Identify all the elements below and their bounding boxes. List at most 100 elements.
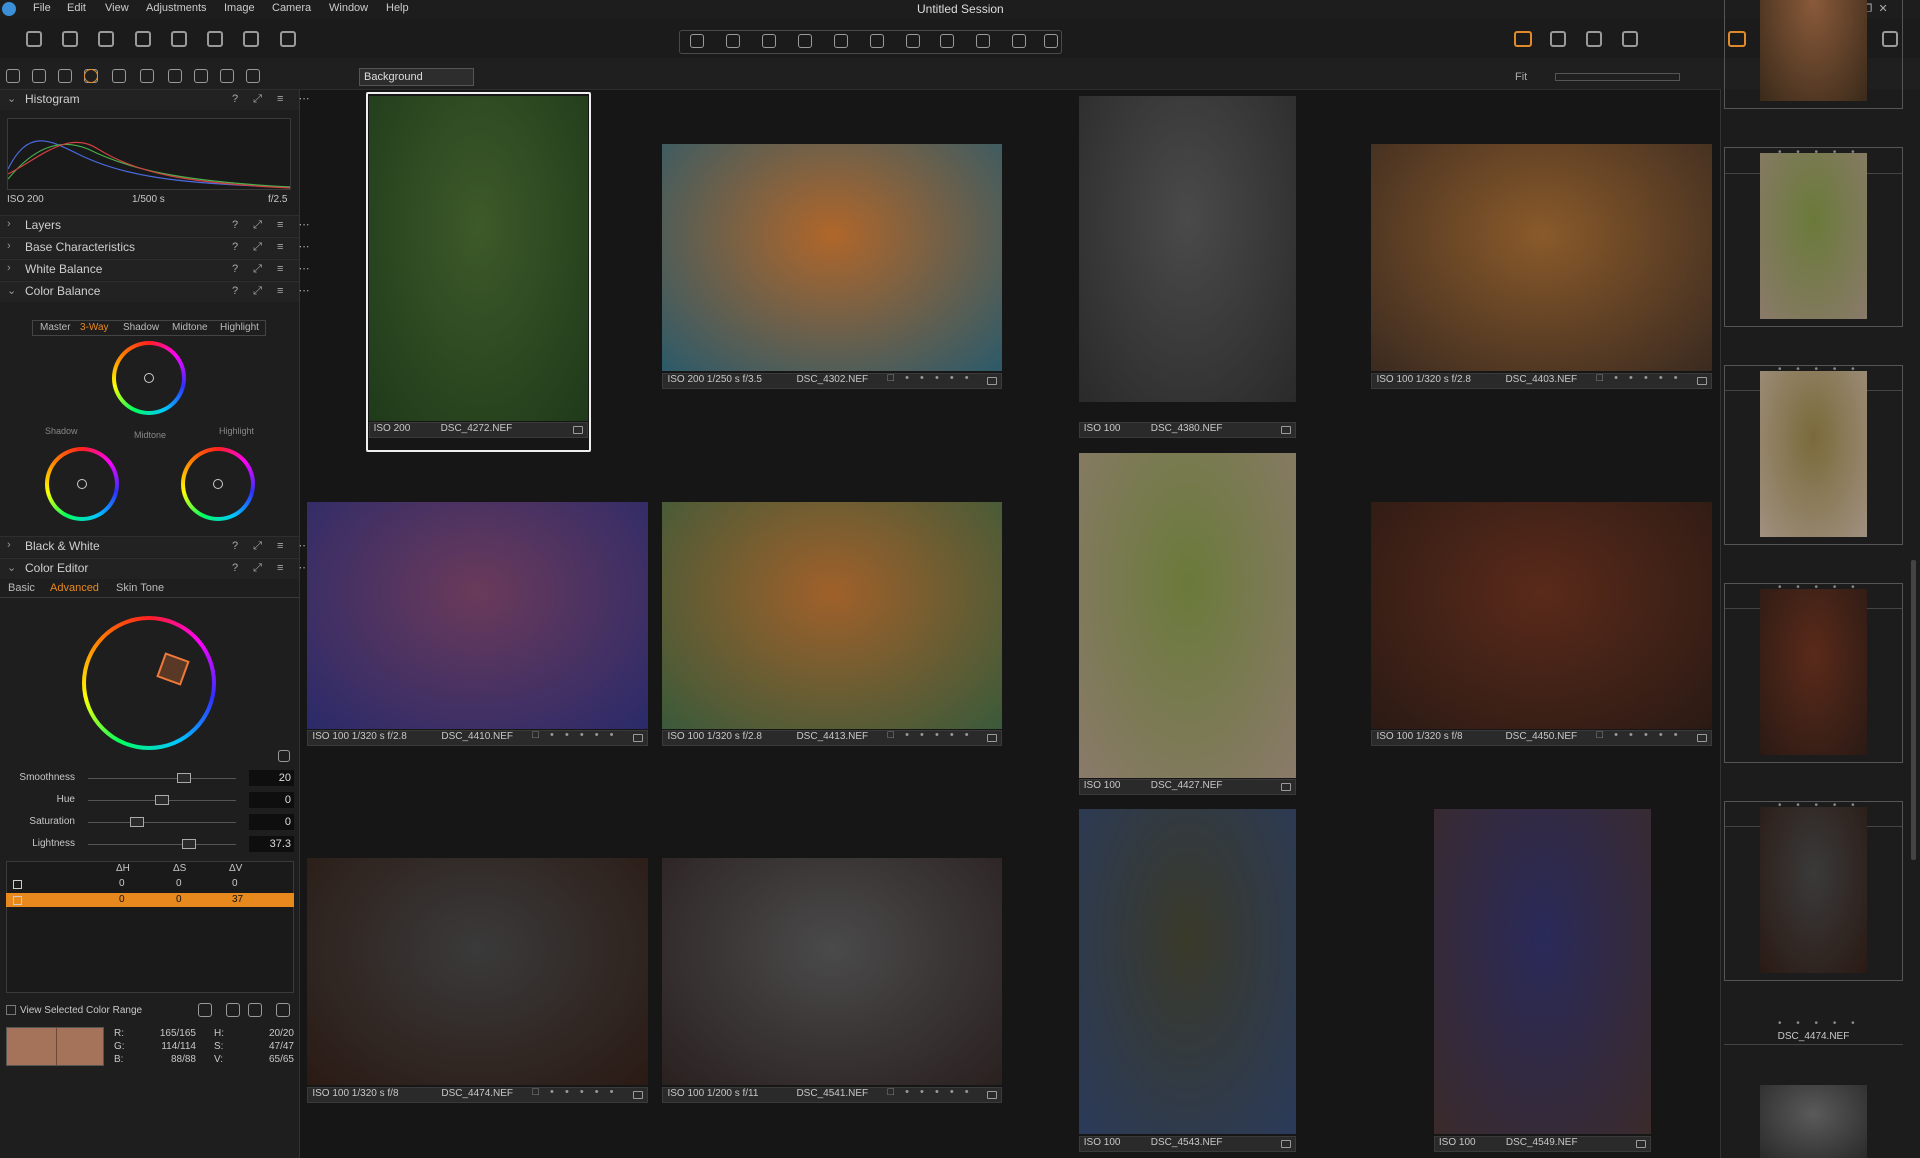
color-wheel[interactable] — [45, 447, 119, 521]
range-button[interactable] — [276, 1003, 290, 1017]
balance-tab[interactable]: 3-Way — [80, 322, 109, 333]
toolbar-button[interactable] — [1586, 31, 1602, 47]
balance-tab[interactable]: Master — [40, 322, 71, 333]
expand-arrow[interactable]: › — [7, 240, 11, 252]
expand-arrow[interactable]: ⌄ — [7, 93, 17, 105]
thumbnail-image[interactable] — [662, 144, 1002, 372]
cursor-tool[interactable] — [870, 34, 884, 48]
expand-arrow[interactable]: › — [7, 539, 11, 551]
tool-tab[interactable] — [194, 69, 208, 83]
range-button[interactable] — [198, 1003, 212, 1017]
tool-header[interactable]: Black & White — [25, 539, 100, 553]
slider-value[interactable]: 0 — [249, 792, 294, 808]
cursor-tool[interactable] — [1012, 34, 1026, 48]
tool-header[interactable]: White Balance — [25, 262, 103, 276]
toolbar-button[interactable] — [135, 31, 151, 47]
thumbnail-image[interactable] — [1078, 453, 1296, 778]
thumbnail-caption-bar[interactable] — [1078, 779, 1296, 796]
tool-actions[interactable]: ? ⤢ ≡ ⋯ — [232, 263, 316, 275]
toolbar-button[interactable] — [98, 31, 114, 47]
thumbnail-image[interactable] — [1078, 95, 1296, 402]
zoom-fit[interactable]: Fit — [1515, 71, 1528, 83]
tool-tab[interactable] — [246, 69, 260, 83]
info-icon[interactable] — [1280, 425, 1291, 434]
menu-item[interactable]: Image — [224, 2, 255, 14]
info-icon[interactable] — [1696, 734, 1707, 743]
tool-header[interactable]: Color Editor — [25, 561, 89, 575]
thumbnail-caption-bar[interactable] — [1433, 1135, 1651, 1152]
filmstrip-stars[interactable]: • • • • • — [1778, 800, 1861, 811]
wheel-handle[interactable] — [213, 479, 223, 489]
thumbnail-image[interactable] — [368, 95, 588, 422]
star-rating[interactable]: □ • • • • • — [532, 729, 618, 742]
tool-tab[interactable] — [58, 69, 72, 83]
star-rating[interactable]: □ • • • • • — [1596, 371, 1682, 384]
slider-knob[interactable] — [129, 817, 144, 827]
row-checkbox[interactable] — [13, 880, 22, 889]
cursor-tool[interactable] — [762, 34, 776, 48]
toolbar-button[interactable] — [26, 31, 42, 47]
star-rating[interactable]: □ • • • • • — [887, 729, 973, 742]
filmstrip-frame[interactable] — [1724, 146, 1903, 327]
tool-actions[interactable]: ? ⤢ ≡ ⋯ — [232, 540, 316, 552]
filmstrip-image[interactable] — [1760, 1085, 1867, 1158]
thumbnail-caption-bar[interactable] — [368, 421, 588, 438]
tool-actions[interactable]: ? ⤢ ≡ ⋯ — [232, 241, 316, 253]
star-rating[interactable]: □ • • • • • — [1596, 729, 1682, 742]
balance-tab[interactable]: Highlight — [220, 322, 259, 333]
row-checkbox[interactable] — [13, 896, 22, 905]
selection-frame[interactable] — [365, 91, 591, 452]
info-icon[interactable] — [986, 376, 997, 385]
tool-tab[interactable] — [140, 69, 154, 83]
thumbnail-image[interactable] — [307, 858, 648, 1085]
filmstrip-frame[interactable] — [1724, 364, 1903, 545]
view-range-label[interactable]: View Selected Color Range — [20, 1005, 143, 1016]
tool-header[interactable]: Histogram — [25, 92, 80, 106]
variant-dropdown[interactable]: Background — [359, 68, 474, 86]
slider-knob[interactable] — [155, 795, 169, 805]
thumbnail-image[interactable] — [307, 502, 648, 729]
wheel-handle[interactable] — [77, 479, 87, 489]
info-icon[interactable] — [1280, 783, 1291, 792]
tool-actions[interactable]: ? ⤢ ≡ ⋯ — [232, 285, 316, 297]
editor-tab[interactable]: Advanced — [50, 582, 99, 594]
tool-header[interactable]: Base Characteristics — [25, 240, 136, 254]
menu-item[interactable]: View — [105, 2, 129, 14]
slider-value[interactable]: 0 — [249, 814, 294, 830]
thumbnail-image[interactable] — [662, 858, 1002, 1085]
editor-tab[interactable]: Basic — [8, 582, 35, 594]
toolbar-button[interactable] — [243, 31, 259, 47]
toolbar-button[interactable] — [207, 31, 223, 47]
cursor-tool[interactable] — [906, 34, 920, 48]
menu-item[interactable]: Help — [386, 2, 409, 14]
tool-tab[interactable] — [112, 69, 126, 83]
info-icon[interactable] — [572, 425, 583, 434]
toolbar-button[interactable] — [280, 31, 296, 47]
tool-tab[interactable] — [168, 69, 182, 83]
info-icon[interactable] — [1280, 1139, 1291, 1148]
cursor-tool[interactable] — [726, 34, 740, 48]
eyedropper[interactable] — [278, 750, 290, 762]
toolbar-button[interactable] — [1622, 31, 1638, 47]
filmstrip-image[interactable] — [1760, 0, 1867, 101]
thumbnail-caption-bar[interactable] — [1078, 1135, 1296, 1152]
menu-item[interactable]: Camera — [272, 2, 312, 14]
filmstrip-image[interactable] — [1760, 588, 1867, 755]
tool-actions[interactable]: ? ⤢ ≡ ⋯ — [232, 93, 316, 105]
filmstrip-stars[interactable]: • • • • • — [1778, 147, 1861, 158]
filmstrip-frame[interactable] — [1724, 582, 1903, 763]
thumbnail-image[interactable] — [662, 502, 1002, 729]
expand-arrow[interactable]: ⌄ — [7, 285, 17, 297]
thumbnail-caption-bar[interactable] — [662, 730, 1002, 747]
toolbar-button[interactable] — [1728, 31, 1746, 47]
thumbnail-caption-bar[interactable] — [307, 1086, 648, 1103]
thumbnail-caption-bar[interactable] — [1078, 421, 1296, 438]
info-icon[interactable] — [1635, 1139, 1646, 1148]
thumbnail-image[interactable] — [1371, 502, 1712, 729]
filmstrip-stars[interactable]: • • • • • — [1778, 582, 1861, 593]
thumbnail-caption-bar[interactable] — [1371, 372, 1712, 389]
balance-tab[interactable]: Midtone — [172, 322, 208, 333]
tool-tab[interactable] — [6, 69, 20, 83]
toolbar-button[interactable] — [1882, 31, 1898, 47]
thumbnail-image[interactable] — [1078, 809, 1296, 1134]
